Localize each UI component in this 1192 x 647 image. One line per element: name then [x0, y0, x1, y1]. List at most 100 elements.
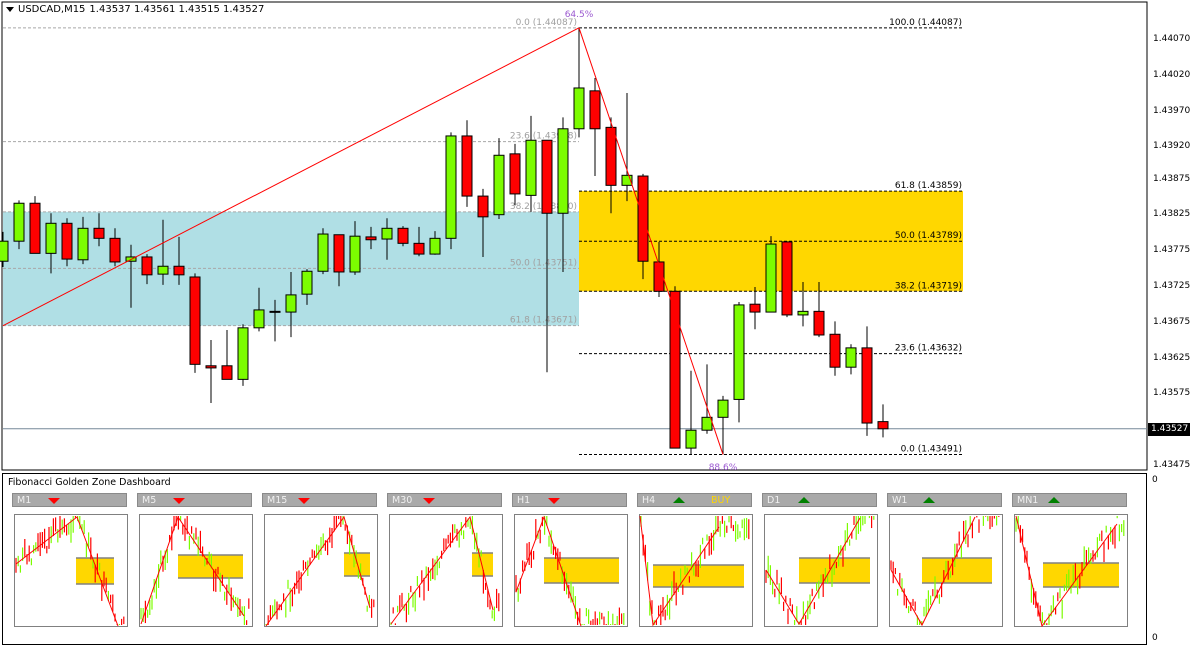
timeframe-header-h4[interactable]: H4 BUY [637, 493, 752, 507]
price-tick-label: 1.43625 [1153, 352, 1191, 363]
candle-body [493, 154, 505, 216]
mini-chart-m5[interactable] [139, 514, 253, 627]
timeframe-label: M30 [392, 495, 413, 506]
candle-body [365, 236, 377, 241]
candle-body [189, 276, 201, 365]
candle-body [173, 265, 185, 276]
price-chart[interactable]: 0.0 (1.44087)23.6 (1.43928)38.2 (1.43830… [0, 0, 1192, 472]
timeframe-label: W1 [892, 495, 908, 506]
candle-body [205, 365, 217, 369]
candle-body [349, 235, 361, 273]
chart-menu-triangle-icon[interactable] [6, 7, 14, 12]
arrow-up-icon [1048, 497, 1060, 503]
price-tick-label: 1.43775 [1153, 245, 1191, 256]
mini-golden-zone [544, 558, 619, 583]
timeframe-header-mn1[interactable]: MN1 [1012, 493, 1127, 507]
mini-golden-zone [922, 558, 992, 583]
mini-zigzag [1015, 515, 1118, 627]
fib-left-level-label: 23.6 (1.43928) [510, 132, 577, 142]
timeframe-header-h1[interactable]: H1 [512, 493, 627, 507]
fib-right-level-label: 0.0 (1.43491) [901, 445, 962, 455]
fib-right-level-label: 50.0 (1.43789) [895, 231, 962, 241]
arrow-down-icon [173, 498, 185, 504]
candle-body [461, 135, 473, 197]
zigzag-line [2, 27, 580, 327]
candle-body [765, 243, 777, 313]
fib-left-level-label: 61.8 (1.43671) [510, 316, 577, 326]
current-price-label: 1.43527 [1148, 422, 1190, 436]
price-tick-label: 1.43825 [1153, 209, 1191, 220]
mini-zigzag [15, 516, 119, 627]
candle-body [813, 310, 825, 336]
fib-left-level-label: 0.0 (1.44087) [516, 18, 577, 28]
price-tick-label: 1.43875 [1153, 173, 1191, 184]
candle-body [13, 202, 25, 242]
candle-body [29, 202, 41, 254]
mini-zigzag [515, 515, 582, 627]
chart-header: USDCAD,M15 1.43537 1.43561 1.43515 1.435… [6, 4, 264, 15]
candle-body [861, 347, 873, 424]
candle-body [285, 294, 297, 313]
zigzag-line [578, 27, 724, 455]
arrow-down-icon [298, 498, 310, 504]
mini-zigzag [765, 517, 861, 625]
timeframe-header-m30[interactable]: M30 [387, 493, 502, 507]
zigzag-top-percent: 64.5% [565, 10, 594, 20]
price-tick-label: 1.43575 [1153, 388, 1191, 399]
timeframe-header-d1[interactable]: D1 [762, 493, 877, 507]
candle-body [397, 227, 409, 244]
timeframe-label: M1 [17, 495, 32, 506]
fib-right-level-label: 100.0 (1.44087) [889, 18, 962, 28]
price-tick-label: 1.43675 [1153, 316, 1191, 327]
candle-body [845, 347, 857, 368]
candle-body [605, 126, 617, 186]
candle-body [829, 333, 841, 368]
candle-body [669, 290, 681, 449]
mini-zigzag [140, 515, 245, 625]
price-tick-label: 1.43970 [1153, 105, 1191, 116]
candle-body [621, 174, 633, 186]
candle-body [61, 222, 73, 260]
mini-chart-mn1[interactable] [1014, 514, 1128, 627]
price-tick-label: 1.43725 [1153, 281, 1191, 291]
mini-chart-h4[interactable] [639, 514, 753, 627]
timeframe-label: D1 [767, 495, 781, 506]
candle-body [93, 227, 105, 239]
dashboard-subwindow [2, 473, 1147, 645]
mini-chart-m15[interactable] [264, 514, 378, 627]
mini-chart-h1[interactable] [514, 514, 628, 627]
arrow-up-icon [673, 497, 685, 503]
mini-chart-m1[interactable] [14, 514, 128, 627]
mini-golden-zone [1043, 563, 1119, 587]
timeframe-label: H1 [517, 495, 531, 506]
candle-body [797, 310, 809, 316]
candle-body [589, 90, 601, 130]
price-tick-label: 1.44070 [1153, 34, 1191, 44]
price-tick-label: 1.44020 [1153, 69, 1191, 80]
timeframe-header-m1[interactable]: M1 [12, 493, 127, 507]
candle-body [77, 227, 89, 261]
mini-golden-zone [472, 553, 493, 576]
timeframe-header-w1[interactable]: W1 [887, 493, 1002, 507]
signal-text: BUY [711, 495, 731, 506]
timeframe-header-m15[interactable]: M15 [262, 493, 377, 507]
candle-body [877, 421, 889, 430]
mini-chart-w1[interactable] [889, 514, 1003, 627]
candle-body [781, 241, 793, 316]
fib-right-level-label: 23.6 (1.43632) [895, 344, 962, 354]
timeframe-header-m5[interactable]: M5 [137, 493, 252, 507]
candle-body [109, 237, 121, 263]
subwindow-axis-bottom: 0 [1152, 633, 1158, 643]
candle-body [717, 399, 729, 418]
candle-body [45, 222, 57, 254]
candle-body [141, 256, 153, 276]
arrow-down-icon [48, 498, 60, 504]
arrow-up-icon [923, 497, 935, 503]
candle-body [541, 139, 553, 214]
candle-body [445, 135, 457, 239]
candle-body [557, 128, 569, 214]
mini-chart-m30[interactable] [389, 514, 503, 627]
fib-right-level-label: 38.2 (1.43719) [895, 281, 962, 291]
mini-chart-d1[interactable] [764, 514, 878, 627]
candle-body [573, 87, 585, 130]
